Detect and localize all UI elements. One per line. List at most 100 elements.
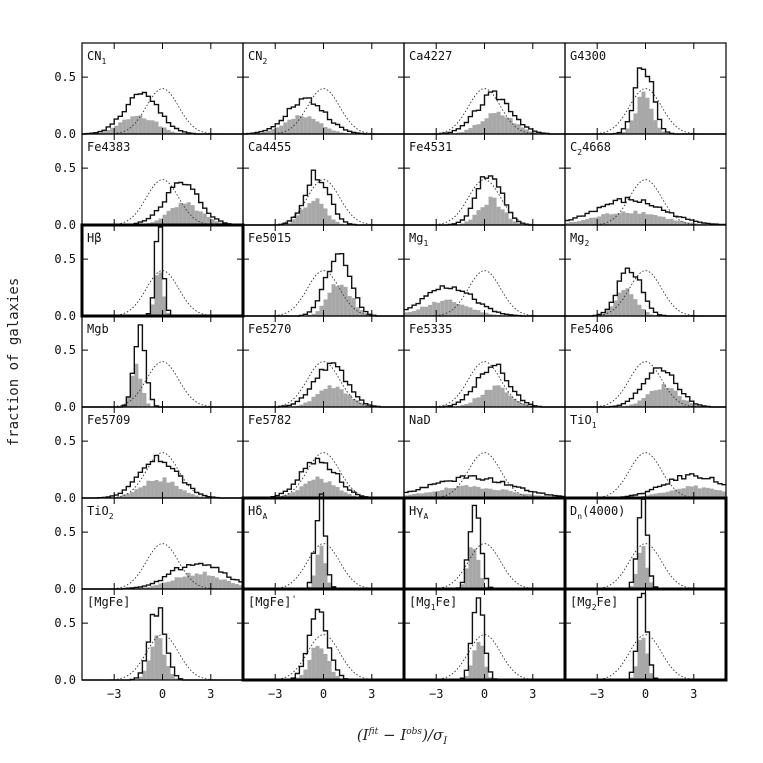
grey-histogram-bar: [681, 221, 686, 225]
grey-histogram-bar: [508, 218, 513, 225]
grey-histogram-bar: [331, 219, 336, 225]
grey-histogram-bar: [420, 306, 425, 316]
grey-histogram-bar: [150, 304, 155, 316]
panel-10: Mg1: [403, 224, 566, 317]
grey-histogram-bar: [677, 220, 682, 225]
grey-histogram-bar: [484, 204, 489, 225]
panel-label: Fe5782: [248, 413, 291, 427]
grey-histogram-bar: [508, 491, 513, 498]
grey-histogram-bar: [118, 122, 123, 134]
grey-histogram-bar: [283, 122, 288, 134]
grey-histogram-bar: [629, 213, 634, 225]
grey-histogram-bar: [512, 221, 517, 225]
histogram-outline: [565, 267, 726, 317]
grey-histogram-bar: [287, 119, 292, 134]
grey-histogram-bar: [311, 575, 316, 589]
grey-histogram-bar: [601, 313, 606, 316]
grey-histogram-bar: [677, 488, 682, 498]
grey-histogram-bar: [319, 123, 324, 134]
grey-histogram-bar: [114, 125, 119, 134]
grey-histogram-bar: [206, 216, 211, 225]
panel-label: Fe5709: [87, 413, 130, 427]
grey-histogram-bar: [214, 577, 219, 589]
grey-histogram-bar: [154, 220, 159, 225]
grey-histogram-bar: [315, 476, 320, 498]
grey-histogram-bar: [713, 489, 718, 498]
grey-histogram-bar: [717, 490, 722, 498]
grey-histogram-bar: [130, 492, 135, 498]
grey-histogram-bar: [214, 221, 219, 225]
y-tick-label: 0.5: [54, 343, 76, 357]
grey-histogram-bar: [589, 217, 594, 225]
grey-histogram-bar: [524, 493, 529, 498]
grey-histogram-bar: [311, 479, 316, 498]
grey-histogram-bar: [307, 203, 312, 225]
grey-histogram-bar: [327, 292, 332, 316]
histogram-outline: [404, 475, 565, 498]
grey-histogram-bar: [456, 304, 461, 316]
grey-histogram-bar: [641, 91, 646, 134]
grey-histogram-bar: [468, 402, 473, 407]
grey-histogram-bar: [685, 486, 690, 498]
y-tick-label: 0.0: [54, 218, 76, 232]
grey-histogram-bar: [476, 397, 481, 407]
grey-histogram-bar: [343, 492, 348, 498]
grey-histogram-bar: [323, 482, 328, 498]
grey-histogram-bar: [532, 132, 537, 134]
panel-label: [MgFe]: [87, 595, 130, 609]
x-tick-label: 3: [207, 687, 214, 701]
grey-histogram-bar: [339, 284, 344, 316]
x-tick-label: −3: [590, 687, 604, 701]
grey-histogram-bar: [174, 207, 179, 225]
grey-histogram-bar: [637, 400, 642, 407]
panel-19: TiO1: [564, 406, 727, 499]
grey-histogram-bar: [528, 494, 533, 498]
grey-histogram-bar: [98, 132, 103, 134]
grey-histogram-bar: [468, 127, 473, 134]
grey-histogram-bar: [472, 650, 477, 680]
grey-histogram-bar: [134, 115, 139, 134]
grey-histogram-bar: [142, 485, 147, 498]
grey-histogram-bar: [472, 486, 477, 498]
grey-histogram-bar: [412, 311, 417, 316]
grey-histogram-bar: [669, 218, 674, 225]
grey-histogram-bar: [653, 215, 658, 225]
grey-histogram-bar: [432, 491, 437, 498]
grey-histogram-bar: [464, 404, 469, 407]
panel-label: [MgFe]': [248, 595, 297, 609]
grey-histogram-bar: [150, 646, 155, 680]
x-tick-label: 3: [529, 687, 536, 701]
grey-histogram-bar: [508, 117, 513, 134]
grey-histogram-bar: [585, 219, 590, 225]
grey-histogram-bar: [162, 477, 167, 498]
grey-histogram-bar: [637, 552, 642, 589]
grey-histogram-bar: [460, 485, 465, 498]
grey-histogram-bar: [621, 132, 626, 134]
panel-label: [Mg2Fe]: [570, 595, 618, 612]
grey-histogram-bar: [460, 223, 465, 225]
grey-histogram-bar: [605, 213, 610, 225]
panel-7: C24668: [564, 133, 727, 226]
grey-histogram-bar: [267, 130, 272, 134]
grey-histogram-bar: [315, 554, 320, 589]
panel-12: Mgb 0.0 0.5: [54, 315, 244, 414]
x-tick-label: 0: [320, 687, 327, 701]
grey-histogram-bar: [134, 489, 139, 498]
grey-histogram-bar: [146, 403, 151, 407]
grey-histogram-bar: [166, 312, 171, 316]
grey-histogram-bar: [444, 487, 449, 498]
grey-histogram-bar: [661, 492, 666, 498]
grey-histogram-bar: [504, 117, 509, 134]
grey-histogram-bar: [472, 548, 477, 589]
grey-histogram-bar: [528, 131, 533, 134]
grey-histogram-bar: [287, 222, 292, 225]
grey-histogram-bar: [222, 579, 227, 589]
grey-histogram-bar: [158, 481, 163, 498]
grey-histogram-bar: [323, 654, 328, 680]
grey-histogram-bar: [645, 653, 650, 680]
x-axis-label: (Ifit − Iobs)/σI: [357, 726, 448, 747]
grey-histogram-bar: [496, 385, 501, 407]
grey-histogram-bar: [271, 129, 276, 134]
grey-histogram-bar: [343, 286, 348, 316]
